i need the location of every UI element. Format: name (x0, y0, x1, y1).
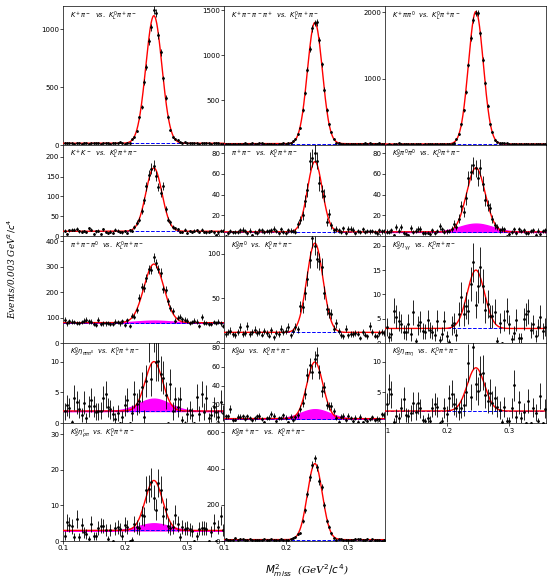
Text: $K^0_S\pi^0$  vs.  $K^0_L\pi^+\pi^-$: $K^0_S\pi^0$ vs. $K^0_L\pi^+\pi^-$ (231, 239, 293, 253)
Text: $K^+K^-$  vs.  $K^0_L\pi^+\pi^-$: $K^+K^-$ vs. $K^0_L\pi^+\pi^-$ (70, 148, 138, 161)
Text: $K^0_S\pi^+\pi^-$  vs.  $K^0_L\pi^+\pi^-$: $K^0_S\pi^+\pi^-$ vs. $K^0_L\pi^+\pi^-$ (231, 427, 306, 440)
Text: $K^0_S\eta_{\pi\pi\eta}$  vs.  $K^0_L\pi^+\pi^-$: $K^0_S\eta_{\pi\pi\eta}$ vs. $K^0_L\pi^+… (392, 346, 459, 359)
Text: Events/0.003 GeV$^2/c^4$: Events/0.003 GeV$^2/c^4$ (6, 219, 18, 319)
Text: $K^0_S\eta_{\pi\pi\pi^0}$  vs.  $K^0_L\pi^+\pi^-$: $K^0_S\eta_{\pi\pi\pi^0}$ vs. $K^0_L\pi^… (70, 346, 140, 359)
Text: $K^+\pi\pi^0$  vs.  $K^0_L\pi^+\pi^-$: $K^+\pi\pi^0$ vs. $K^0_L\pi^+\pi^-$ (392, 10, 460, 23)
Text: $K^+\pi^-\pi^-\pi^+$  vs.  $K^0_L\pi^+\pi^-$: $K^+\pi^-\pi^-\pi^+$ vs. $K^0_L\pi^+\pi^… (231, 10, 319, 23)
Text: $M^2_{miss}$  (GeV$^2/c^4$): $M^2_{miss}$ (GeV$^2/c^4$) (264, 562, 348, 579)
Text: $\pi^+\pi^-$  vs.  $K^0_L\pi^+\pi^-$: $\pi^+\pi^-$ vs. $K^0_L\pi^+\pi^-$ (231, 148, 298, 161)
Text: $K^0_S\eta^{\prime}_{\rho\pi}$  vs.  $K^0_L\pi^+\pi^-$: $K^0_S\eta^{\prime}_{\rho\pi}$ vs. $K^0_… (70, 427, 135, 442)
Text: $K^0_S\eta_{\gamma\gamma}$  vs.  $K^0_L\pi^+\pi^-$: $K^0_S\eta_{\gamma\gamma}$ vs. $K^0_L\pi… (392, 239, 456, 253)
Text: $\pi^+\pi^-\pi^0$  vs.  $K^0_L\pi^+\pi^-$: $\pi^+\pi^-\pi^0$ vs. $K^0_L\pi^+\pi^-$ (70, 239, 144, 253)
Text: $K^+\pi^-$  vs.  $K^0_L\pi^+\pi^-$: $K^+\pi^-$ vs. $K^0_L\pi^+\pi^-$ (70, 10, 137, 23)
Text: $K^0_S\pi^0\pi^0$  vs.  $K^0_L\pi^+\pi^-$: $K^0_S\pi^0\pi^0$ vs. $K^0_L\pi^+\pi^-$ (392, 148, 461, 161)
Text: $K^0_S\omega$  vs.  $K^0_L\pi^+\pi^-$: $K^0_S\omega$ vs. $K^0_L\pi^+\pi^-$ (231, 346, 291, 359)
